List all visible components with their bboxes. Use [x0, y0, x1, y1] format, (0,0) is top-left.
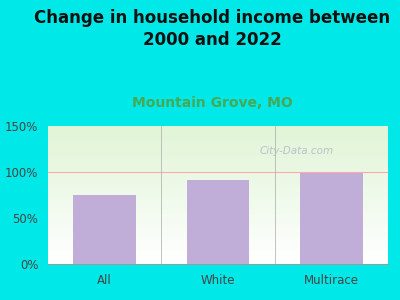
Bar [300, 173, 362, 264]
Text: City-Data.com: City-Data.com [259, 146, 333, 156]
Text: Mountain Grove, MO: Mountain Grove, MO [132, 96, 292, 110]
Bar [187, 180, 249, 264]
Text: Change in household income between
2000 and 2022: Change in household income between 2000 … [34, 9, 390, 49]
Bar [74, 195, 136, 264]
